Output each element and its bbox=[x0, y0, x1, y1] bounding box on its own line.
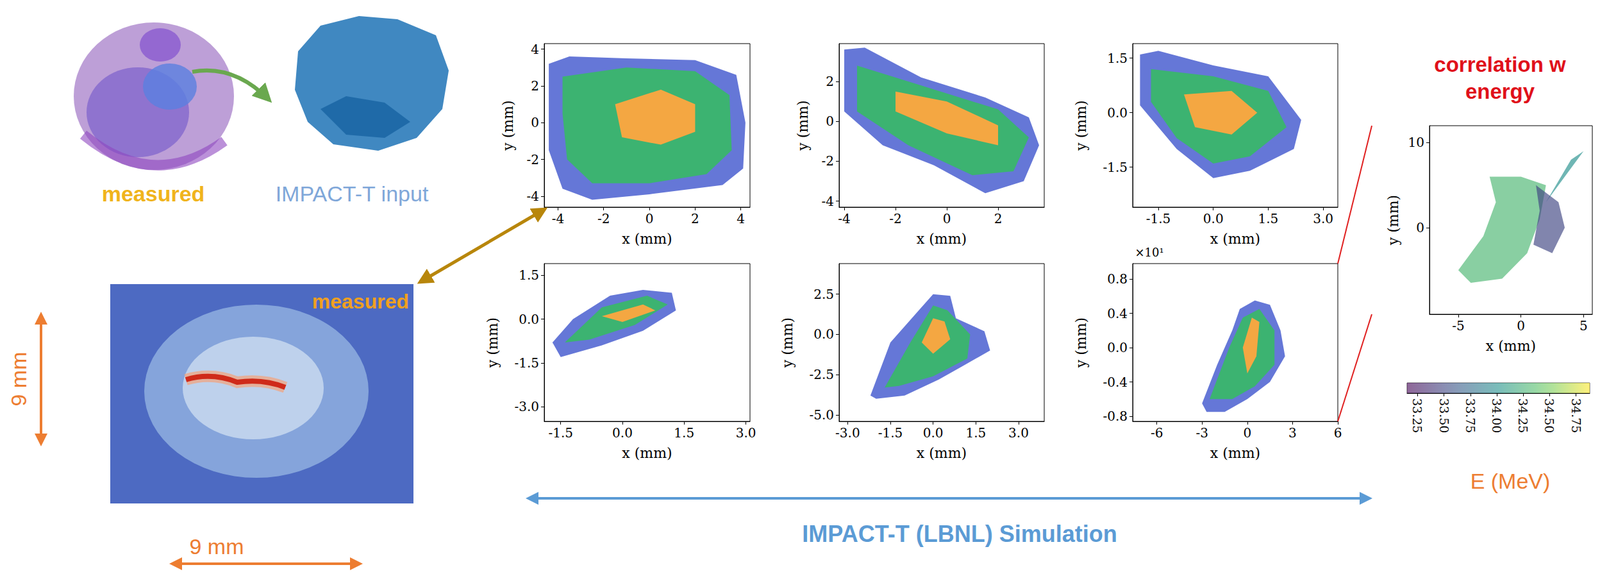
svg-text:x (mm): x (mm) bbox=[621, 230, 672, 247]
html-text:IMPACT-T (LBNL) Simulation: IMPACT-T (LBNL) Simulation bbox=[802, 520, 1118, 547]
svg-text:-1.5: -1.5 bbox=[514, 355, 540, 371]
svg-text:x (mm): x (mm) bbox=[621, 444, 672, 461]
svg-text:2.5: 2.5 bbox=[813, 286, 834, 302]
svg-text:y (mm): y (mm) bbox=[1385, 194, 1402, 246]
html-text:9 mm: 9 mm bbox=[6, 351, 31, 407]
svg-text:-1.5: -1.5 bbox=[548, 425, 574, 441]
svg-text:y (mm): y (mm) bbox=[484, 317, 501, 368]
svg-text:y (mm): y (mm) bbox=[1073, 100, 1090, 151]
svg-text:2: 2 bbox=[994, 210, 1003, 227]
svg-text:-3.0: -3.0 bbox=[514, 398, 540, 415]
svg-text:-3: -3 bbox=[1195, 425, 1208, 441]
svg-text:-4: -4 bbox=[837, 210, 850, 227]
svg-text:33.25: 33.25 bbox=[1410, 398, 1425, 433]
svg-text:2: 2 bbox=[530, 78, 540, 94]
svg-text:34.00: 34.00 bbox=[1489, 398, 1504, 433]
html-text:×10¹: ×10¹ bbox=[1134, 245, 1164, 259]
svg-text:0: 0 bbox=[530, 114, 540, 131]
svg-text:x (mm): x (mm) bbox=[1210, 444, 1261, 461]
svg-text:-0.4: -0.4 bbox=[1102, 374, 1128, 390]
html-text:measured: measured bbox=[101, 181, 205, 206]
svg-text:x (mm): x (mm) bbox=[916, 230, 967, 247]
svg-text:2: 2 bbox=[691, 210, 700, 227]
html-text:E (MeV): E (MeV) bbox=[1470, 468, 1551, 493]
svg-text:6: 6 bbox=[1333, 425, 1343, 441]
svg-text:34.50: 34.50 bbox=[1542, 398, 1557, 433]
svg-text:-2: -2 bbox=[821, 153, 834, 169]
svg-text:x (mm): x (mm) bbox=[1210, 230, 1261, 247]
svg-text:3.0: 3.0 bbox=[735, 425, 757, 441]
svg-text:-2: -2 bbox=[889, 210, 902, 227]
svg-text:3.0: 3.0 bbox=[1008, 425, 1029, 441]
svg-text:y (mm): y (mm) bbox=[500, 100, 517, 151]
svg-text:3.0: 3.0 bbox=[1312, 210, 1334, 227]
svg-text:1.5: 1.5 bbox=[518, 267, 540, 283]
svg-text:0: 0 bbox=[825, 113, 834, 129]
svg-text:-2: -2 bbox=[526, 151, 540, 168]
svg-text:0.0: 0.0 bbox=[1203, 210, 1224, 227]
svg-text:0.0: 0.0 bbox=[1107, 105, 1128, 121]
svg-text:y (mm): y (mm) bbox=[794, 100, 811, 151]
html-text:9 mm: 9 mm bbox=[189, 533, 244, 559]
svg-text:x (mm): x (mm) bbox=[916, 444, 967, 461]
svg-text:0.0: 0.0 bbox=[612, 425, 633, 441]
svg-text:34.25: 34.25 bbox=[1516, 398, 1531, 433]
svg-text:10: 10 bbox=[1408, 134, 1425, 150]
svg-text:-6: -6 bbox=[1150, 425, 1163, 441]
html-text:correlation w energy: correlation w energy bbox=[1434, 52, 1566, 104]
svg-text:-4: -4 bbox=[526, 188, 540, 204]
svg-text:0: 0 bbox=[1242, 425, 1252, 441]
svg-text:0.0: 0.0 bbox=[1107, 339, 1128, 356]
svg-text:-4: -4 bbox=[821, 193, 834, 209]
html-text:IMPACT-T input: IMPACT-T input bbox=[275, 181, 429, 206]
svg-text:3: 3 bbox=[1288, 425, 1297, 441]
svg-text:-1.5: -1.5 bbox=[1102, 159, 1128, 175]
svg-text:-1.5: -1.5 bbox=[878, 425, 904, 441]
svg-text:33.50: 33.50 bbox=[1437, 398, 1452, 433]
svg-text:0: 0 bbox=[645, 210, 654, 227]
svg-text:0: 0 bbox=[1416, 219, 1425, 236]
svg-text:1.5: 1.5 bbox=[1107, 50, 1128, 67]
svg-text:0: 0 bbox=[942, 210, 952, 227]
svg-text:y (mm): y (mm) bbox=[779, 317, 796, 368]
svg-text:4: 4 bbox=[736, 210, 745, 227]
svg-text:0.0: 0.0 bbox=[813, 326, 834, 342]
svg-text:4: 4 bbox=[530, 41, 540, 58]
svg-text:0.0: 0.0 bbox=[923, 425, 944, 441]
svg-text:2: 2 bbox=[825, 73, 834, 90]
svg-text:-5: -5 bbox=[1451, 317, 1465, 334]
svg-text:-5.0: -5.0 bbox=[808, 407, 834, 423]
svg-text:0.0: 0.0 bbox=[518, 311, 540, 327]
svg-text:1.5: 1.5 bbox=[1258, 210, 1279, 227]
svg-text:0: 0 bbox=[1516, 317, 1525, 334]
svg-text:5: 5 bbox=[1579, 317, 1588, 334]
svg-text:-2.5: -2.5 bbox=[808, 366, 834, 383]
svg-text:34.75: 34.75 bbox=[1569, 398, 1584, 433]
svg-text:-1.5: -1.5 bbox=[1146, 210, 1172, 227]
svg-text:x (mm): x (mm) bbox=[1485, 337, 1536, 354]
svg-text:y (mm): y (mm) bbox=[1073, 317, 1090, 368]
svg-text:-2: -2 bbox=[597, 210, 610, 227]
svg-text:33.75: 33.75 bbox=[1463, 398, 1478, 433]
svg-text:0.8: 0.8 bbox=[1107, 271, 1128, 287]
svg-text:-3.0: -3.0 bbox=[835, 425, 861, 441]
svg-text:-4: -4 bbox=[551, 210, 565, 227]
svg-text:1.5: 1.5 bbox=[965, 425, 986, 441]
svg-text:1.5: 1.5 bbox=[673, 425, 695, 441]
svg-text:0.4: 0.4 bbox=[1107, 305, 1128, 322]
html-text:measured: measured bbox=[312, 289, 409, 313]
svg-text:-0.8: -0.8 bbox=[1102, 408, 1128, 424]
